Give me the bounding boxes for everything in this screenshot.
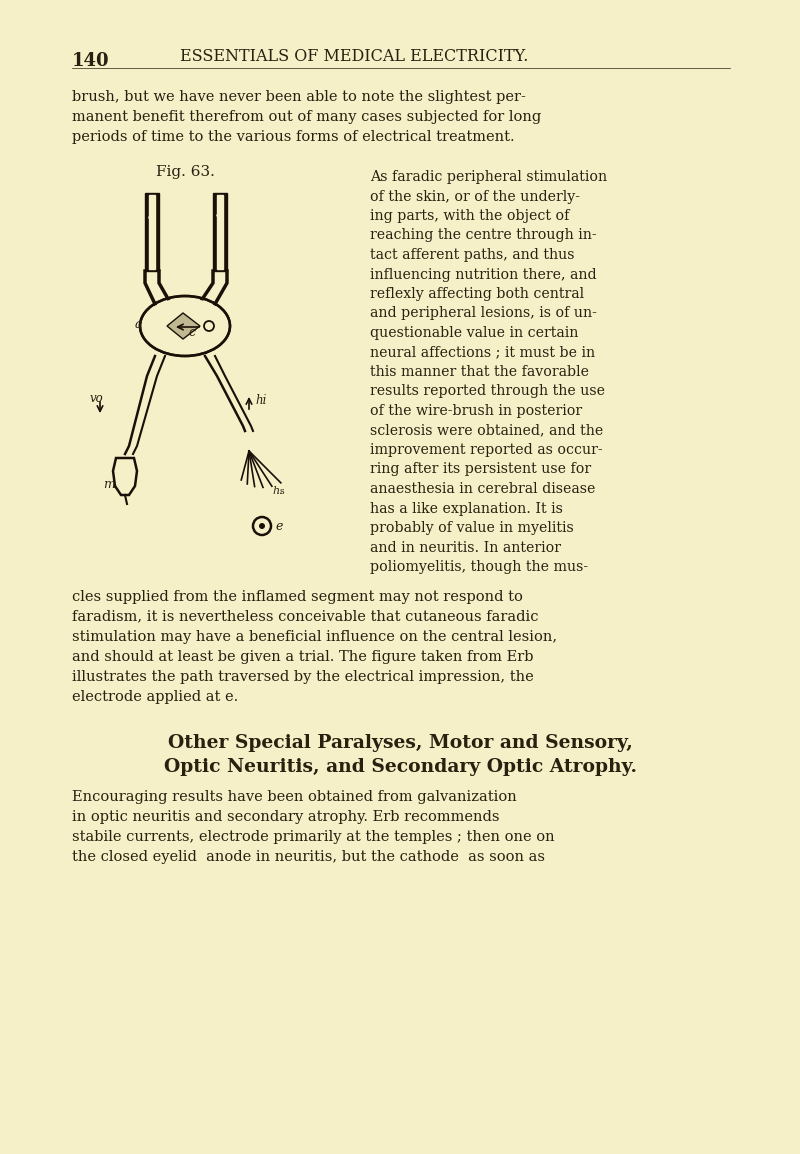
Text: tact afferent paths, and thus: tact afferent paths, and thus (370, 248, 574, 262)
Text: As faradic peripheral stimulation: As faradic peripheral stimulation (370, 170, 607, 183)
Text: cles supplied from the inflamed segment may not respond to: cles supplied from the inflamed segment … (72, 590, 523, 604)
Text: the closed eyelid  anode in neuritis, but the cathode  as soon as: the closed eyelid anode in neuritis, but… (72, 850, 545, 864)
Text: poliomyelitis, though the mus-: poliomyelitis, though the mus- (370, 560, 588, 574)
Text: neural affections ; it must be in: neural affections ; it must be in (370, 345, 595, 360)
Bar (217, 195, 223, 269)
Text: hi: hi (255, 395, 266, 407)
Text: stimulation may have a beneficial influence on the central lesion,: stimulation may have a beneficial influe… (72, 629, 557, 644)
Text: of the wire-brush in posterior: of the wire-brush in posterior (370, 404, 582, 418)
Ellipse shape (142, 298, 228, 354)
Text: Other Special Paralyses, Motor and Sensory,: Other Special Paralyses, Motor and Senso… (167, 734, 633, 752)
Bar (145, 193, 159, 271)
Text: 140: 140 (72, 52, 110, 70)
Text: Encouraging results have been obtained from galvanization: Encouraging results have been obtained f… (72, 790, 517, 804)
Text: ring after its persistent use for: ring after its persistent use for (370, 463, 591, 477)
Text: Optic Neuritis, and Secondary Optic Atrophy.: Optic Neuritis, and Secondary Optic Atro… (163, 758, 637, 777)
Text: reaching the centre through in-: reaching the centre through in- (370, 228, 597, 242)
Text: probably of value in myelitis: probably of value in myelitis (370, 520, 574, 535)
Text: and in neuritis. In anterior: and in neuritis. In anterior (370, 540, 561, 555)
Text: faradism, it is nevertheless conceivable that cutaneous faradic: faradism, it is nevertheless conceivable… (72, 609, 538, 623)
Text: manent benefit therefrom out of many cases subjected for long: manent benefit therefrom out of many cas… (72, 110, 542, 123)
Text: this manner that the favorable: this manner that the favorable (370, 365, 589, 379)
Text: ESSENTIALS OF MEDICAL ELECTRICITY.: ESSENTIALS OF MEDICAL ELECTRICITY. (180, 48, 528, 65)
Bar (149, 195, 155, 269)
Text: of the skin, or of the underly-: of the skin, or of the underly- (370, 189, 580, 203)
Text: c: c (188, 325, 195, 338)
Text: results reported through the use: results reported through the use (370, 384, 605, 398)
Text: influencing nutrition there, and: influencing nutrition there, and (370, 268, 597, 282)
Text: vo: vo (90, 391, 104, 405)
Text: Fig. 63.: Fig. 63. (155, 165, 214, 179)
Circle shape (259, 523, 265, 529)
Text: questionable value in certain: questionable value in certain (370, 325, 578, 340)
Text: m: m (103, 478, 115, 490)
Text: sclerosis were obtained, and the: sclerosis were obtained, and the (370, 424, 603, 437)
Text: has a like explanation. It is: has a like explanation. It is (370, 502, 563, 516)
Circle shape (253, 517, 271, 535)
Text: electrode applied at e.: electrode applied at e. (72, 689, 238, 704)
Bar (213, 193, 227, 271)
Text: e: e (275, 519, 282, 532)
Text: a: a (135, 317, 142, 330)
Text: illustrates the path traversed by the electrical impression, the: illustrates the path traversed by the el… (72, 669, 534, 683)
Text: s: s (279, 487, 284, 496)
Text: brush, but we have never been able to note the slightest per-: brush, but we have never been able to no… (72, 90, 526, 104)
Text: stabile currents, electrode primarily at the temples ; then one on: stabile currents, electrode primarily at… (72, 831, 554, 845)
Text: periods of time to the various forms of electrical treatment.: periods of time to the various forms of … (72, 130, 514, 144)
Text: reflexly affecting both central: reflexly affecting both central (370, 287, 584, 301)
Text: improvement reported as occur-: improvement reported as occur- (370, 443, 602, 457)
Text: and peripheral lesions, is of un-: and peripheral lesions, is of un- (370, 307, 597, 321)
Text: in optic neuritis and secondary atrophy. Erb recommends: in optic neuritis and secondary atrophy.… (72, 810, 499, 824)
Text: h.: h. (272, 486, 282, 496)
Text: anaesthesia in cerebral disease: anaesthesia in cerebral disease (370, 482, 595, 496)
Polygon shape (167, 313, 200, 339)
Text: ing parts, with the object of: ing parts, with the object of (370, 209, 570, 223)
Text: and should at least be given a trial. The figure taken from Erb: and should at least be given a trial. Th… (72, 650, 534, 664)
